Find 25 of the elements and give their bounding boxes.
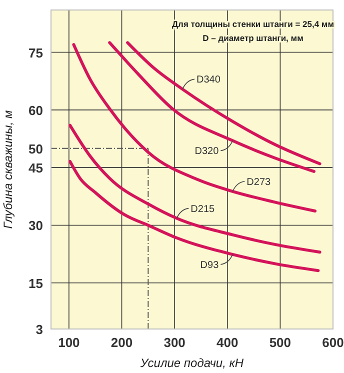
series-label: D320 [194, 146, 220, 158]
line-series [68, 160, 320, 272]
x-tick-label: 500 [269, 335, 292, 350]
line-series [108, 41, 316, 173]
y-tick-label: 3 [36, 322, 43, 337]
y-tick-label: 30 [28, 218, 43, 234]
x-tick-label: 400 [216, 335, 238, 350]
line-series [68, 124, 322, 254]
x-tick-label: 200 [110, 335, 133, 350]
y-axis-title: Глубина скважины, м [1, 110, 15, 229]
x-tick-label: 100 [58, 335, 80, 350]
series-label: D93 [200, 260, 220, 271]
y-tick-label: 75 [28, 45, 43, 60]
x-tick-label: 600 [322, 335, 344, 350]
line-series [72, 43, 317, 213]
y-tick-label: 15 [28, 276, 43, 291]
y-tick-label: 60 [28, 102, 43, 118]
series-label: D340 [196, 74, 221, 86]
series-label: D273 [246, 176, 272, 188]
ref-line-label: 50 [28, 141, 43, 156]
x-axis-title: Усилие подачи, кН [139, 356, 244, 370]
y-tick-label: 45 [28, 160, 43, 176]
x-tick-label: 300 [164, 335, 186, 350]
line-series [126, 41, 322, 166]
series-label: D215 [190, 204, 216, 215]
